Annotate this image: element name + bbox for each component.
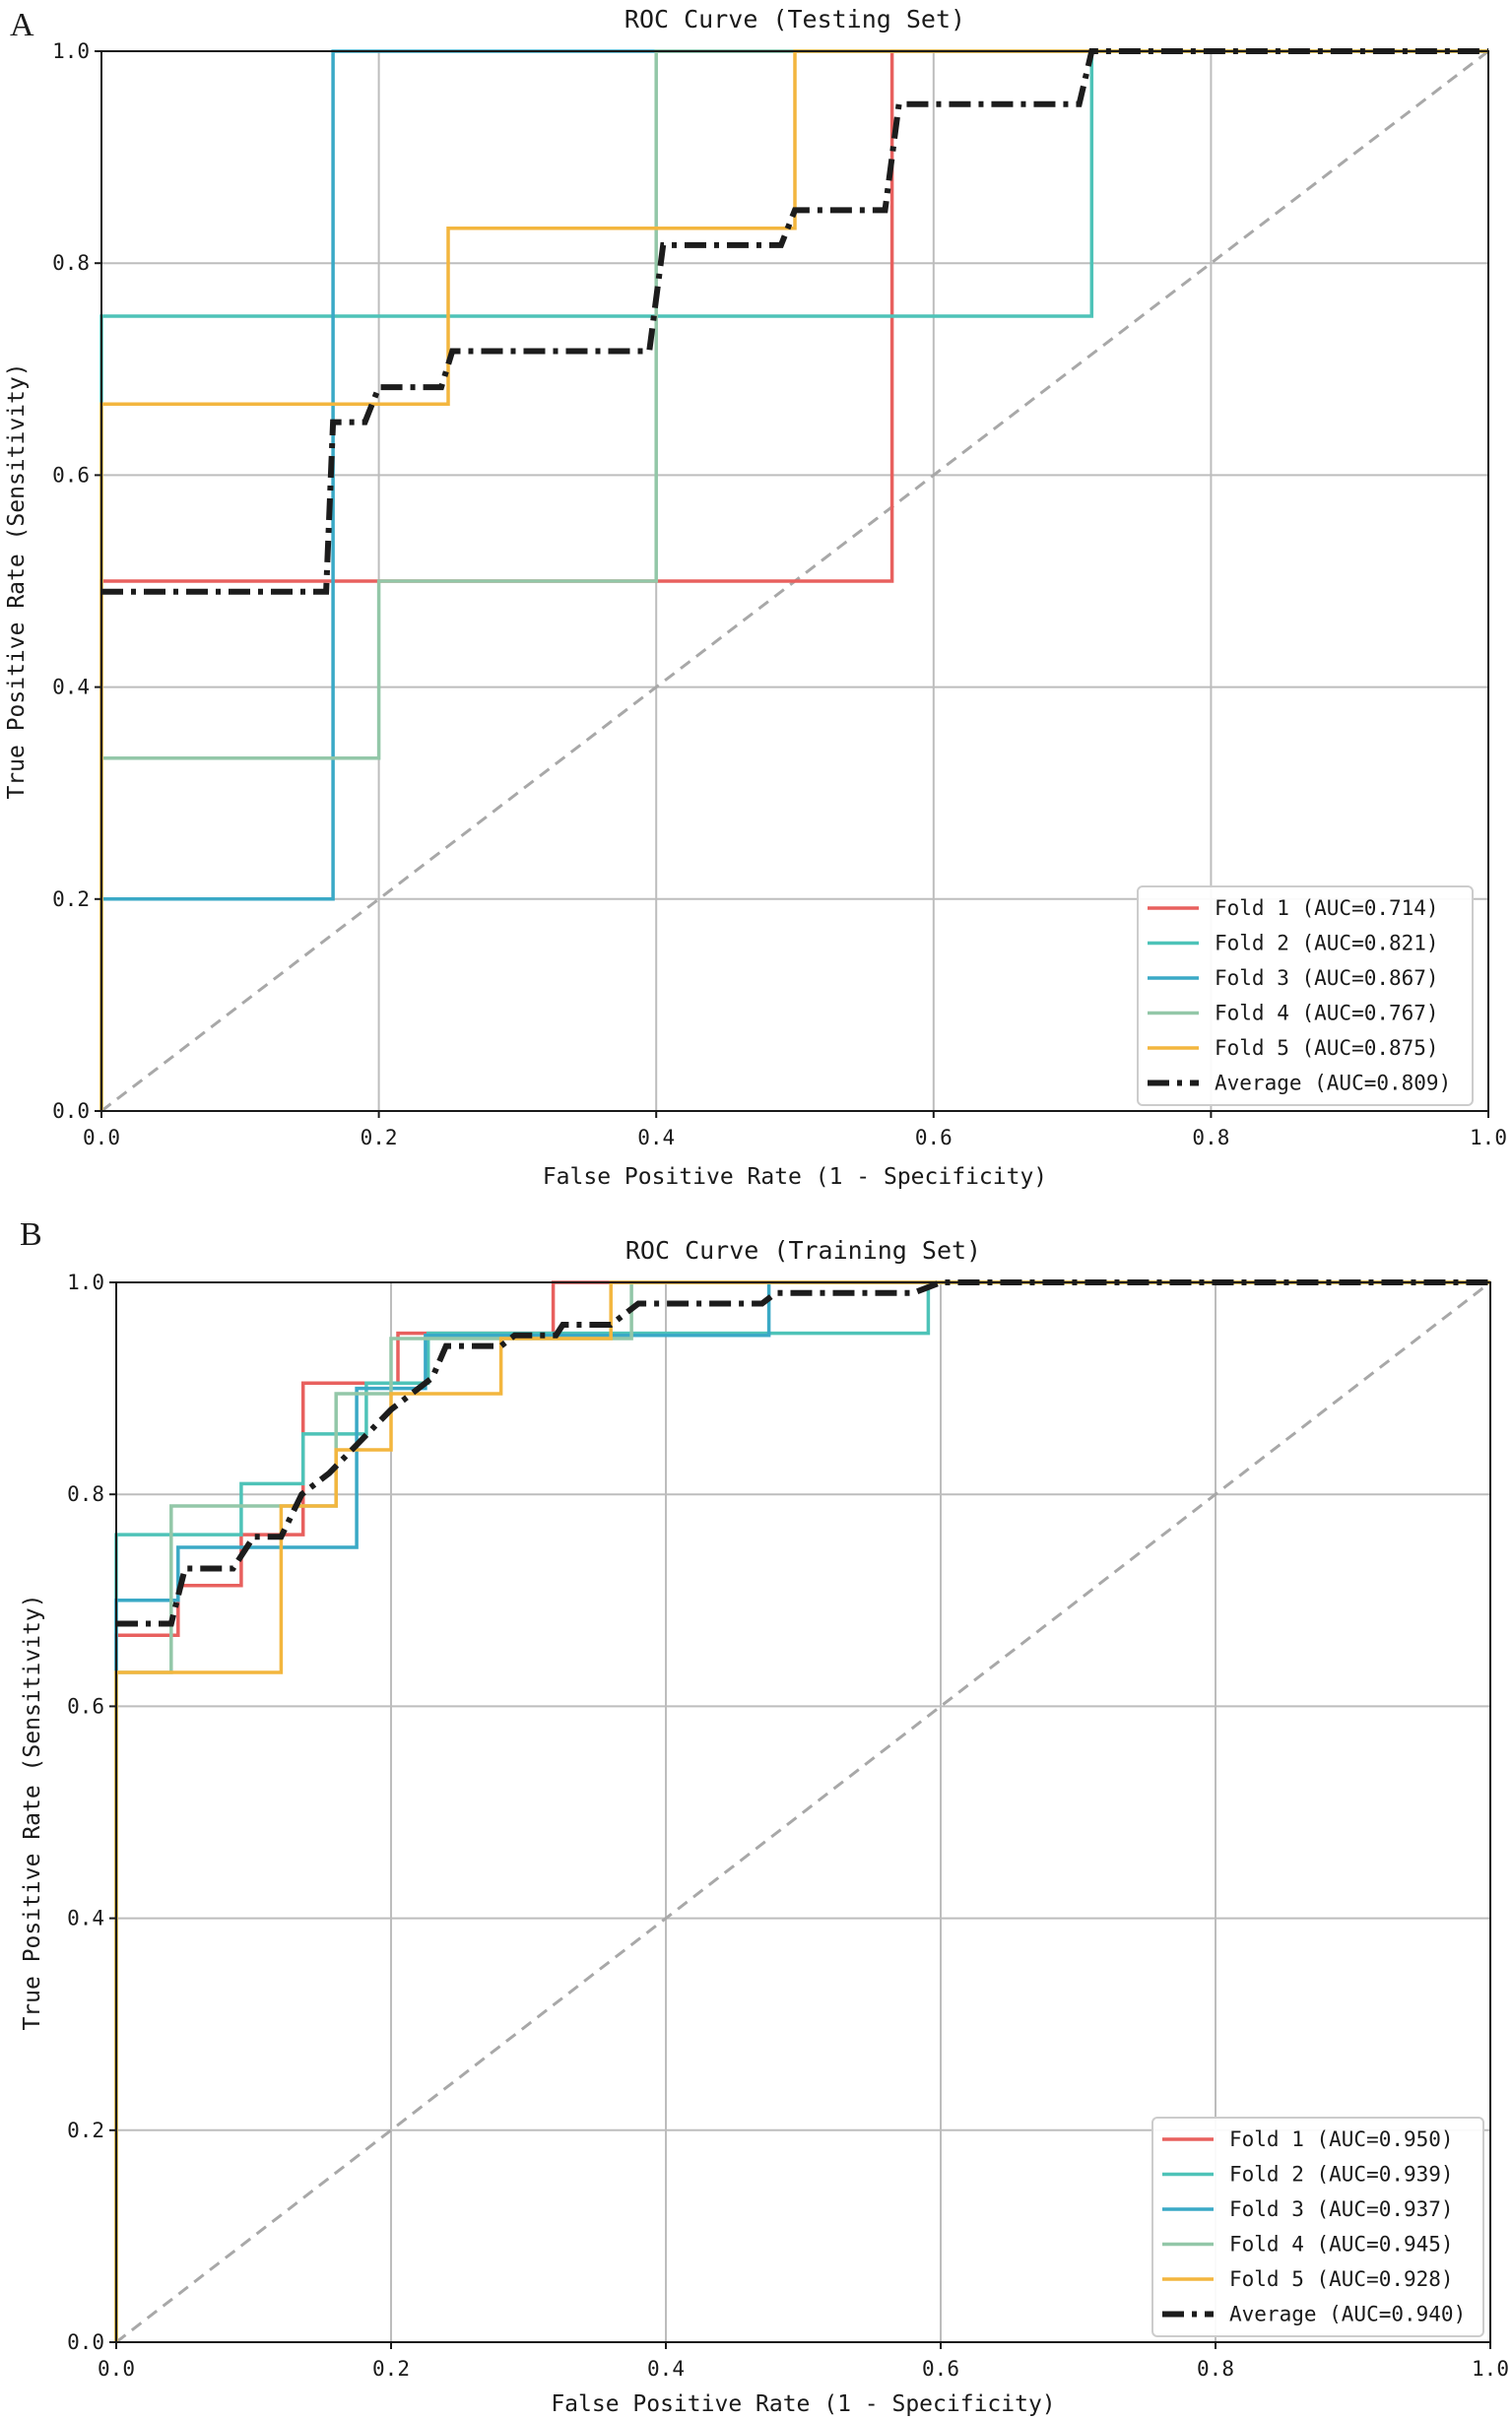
y-tick-label: 0.0 — [67, 2330, 104, 2354]
y-tick-label: 0.8 — [67, 1482, 104, 1506]
y-tick-label: 0.2 — [52, 887, 90, 911]
y-tick-label: 1.0 — [67, 1271, 104, 1294]
y-tick-label: 0.2 — [67, 2119, 104, 2142]
x-tick-label: 0.0 — [83, 1126, 120, 1149]
series-line-3 — [114, 1280, 1490, 2342]
legend-entry-2: Fold 2 (AUC=0.939) — [1229, 2163, 1454, 2187]
y-tick-label: 1.0 — [52, 39, 90, 63]
x-tick-label: 0.8 — [1197, 2357, 1234, 2381]
panel-letter: B — [20, 1216, 42, 1253]
legend-entry-3: Fold 3 (AUC=0.937) — [1229, 2197, 1454, 2221]
x-tick-label: 0.4 — [647, 2357, 685, 2381]
chart-panel-b: B ROC Curve (Training Set) 0.0 0.2 0.4 0.6 0.8… — [20, 1216, 1509, 2417]
legend-entry-1: Fold 1 (AUC=0.950) — [1229, 2127, 1454, 2151]
legend-entry-5: Fold 5 (AUC=0.928) — [1229, 2267, 1454, 2291]
y-tick-label: 0.8 — [52, 251, 90, 275]
legend-entry-1: Fold 1 (AUC=0.714) — [1215, 896, 1439, 920]
x-tick-label: 0.0 — [98, 2357, 135, 2381]
legend-entry-3: Fold 3 (AUC=0.867) — [1215, 966, 1439, 990]
series-line-6 — [116, 1279, 1490, 1627]
chart-panel-a: A ROC Curve (Testing Set) 0.0 0.2 0.4 0.6 0.8 1… — [4, 5, 1507, 1190]
legend-entry-4: Fold 4 (AUC=0.945) — [1229, 2233, 1454, 2256]
x-tick-label: 0.8 — [1192, 1126, 1229, 1149]
legend-entry-6: Average (AUC=0.809) — [1215, 1072, 1451, 1095]
legend-entry-4: Fold 4 (AUC=0.767) — [1215, 1002, 1439, 1025]
y-tick-label: 0.4 — [67, 1907, 104, 1930]
x-tick-label: 0.6 — [915, 1126, 953, 1149]
x-tick-label: 0.4 — [637, 1126, 675, 1149]
series-line-5 — [114, 1280, 1490, 2342]
legend-entry-2: Fold 2 (AUC=0.821) — [1215, 932, 1439, 955]
legend: Fold 1 (AUC=0.714) Fold 2 (AUC=0.821) Fold… — [1137, 885, 1474, 1106]
plot-frame — [100, 50, 1489, 1112]
x-tick-label: 0.2 — [361, 1126, 398, 1149]
legend-entry-6: Average (AUC=0.940) — [1229, 2303, 1466, 2326]
plot-frame — [115, 1281, 1491, 2343]
x-axis-label: False Positive Rate (1 - Specificity) — [543, 1164, 1047, 1190]
legend-box — [1137, 885, 1474, 1106]
legend: Fold 1 (AUC=0.950) Fold 2 (AUC=0.939) Fold… — [1151, 2117, 1484, 2337]
chart-title: ROC Curve (Testing Set) — [625, 5, 965, 33]
legend-box — [1151, 2117, 1484, 2337]
x-tick-label: 0.6 — [922, 2357, 959, 2381]
y-axis-label: True Positive Rate (Sensitivity) — [20, 1594, 45, 2030]
series-line-2 — [114, 1280, 1490, 2342]
y-tick-label: 0.0 — [52, 1099, 90, 1123]
y-axis-label: True Positive Rate (Sensitivity) — [4, 362, 30, 799]
x-tick-label: 1.0 — [1470, 1126, 1507, 1149]
x-tick-label: 1.0 — [1472, 2357, 1509, 2381]
y-tick-label: 0.4 — [52, 676, 90, 699]
y-tick-label: 0.6 — [67, 1694, 104, 1718]
panel-letter: A — [10, 7, 34, 43]
diagonal-reference-line — [115, 1280, 1491, 2344]
x-axis-label: False Positive Rate (1 - Specificity) — [551, 2391, 1055, 2417]
series-line-6 — [101, 48, 1488, 595]
x-tick-label: 0.2 — [372, 2357, 410, 2381]
legend-entry-5: Fold 5 (AUC=0.875) — [1215, 1036, 1439, 1060]
chart-title: ROC Curve (Training Set) — [625, 1236, 981, 1265]
y-tick-label: 0.6 — [52, 463, 90, 487]
